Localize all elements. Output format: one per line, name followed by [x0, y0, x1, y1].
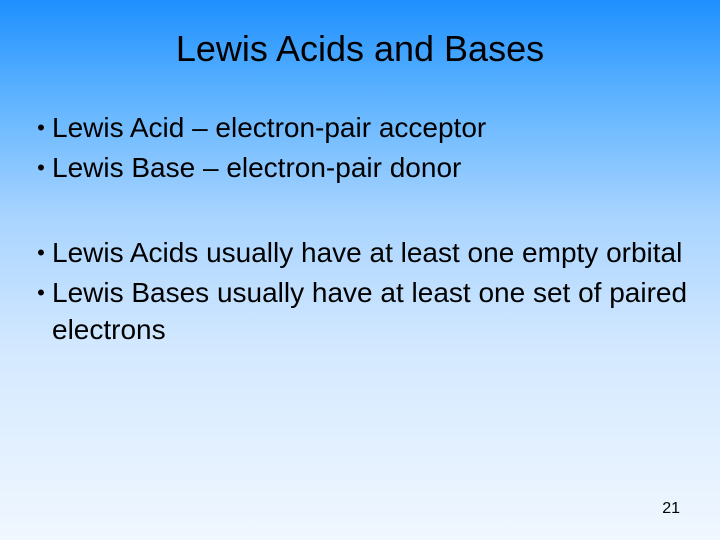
slide: Lewis Acids and Bases • Lewis Acid – ele… — [0, 0, 720, 540]
bullet-item: • Lewis Acids usually have at least one … — [30, 235, 690, 271]
bullet-text: Lewis Base – electron-pair donor — [52, 150, 690, 186]
bullet-item: • Lewis Acid – electron-pair acceptor — [30, 110, 690, 146]
bullet-text: Lewis Acids usually have at least one em… — [52, 235, 690, 271]
bullet-dot-icon: • — [30, 275, 52, 311]
bullet-dot-icon: • — [30, 150, 52, 186]
bullet-item: • Lewis Base – electron-pair donor — [30, 150, 690, 186]
bullet-dot-icon: • — [30, 110, 52, 146]
slide-body: • Lewis Acid – electron-pair acceptor • … — [0, 80, 720, 348]
bullet-group-2: • Lewis Acids usually have at least one … — [30, 235, 690, 348]
bullet-item: • Lewis Bases usually have at least one … — [30, 275, 690, 348]
page-number: 21 — [662, 500, 680, 518]
bullet-text: Lewis Acid – electron-pair acceptor — [52, 110, 690, 146]
bullet-text: Lewis Bases usually have at least one se… — [52, 275, 690, 348]
slide-title: Lewis Acids and Bases — [0, 0, 720, 80]
bullet-group-1: • Lewis Acid – electron-pair acceptor • … — [30, 110, 690, 187]
bullet-dot-icon: • — [30, 235, 52, 271]
